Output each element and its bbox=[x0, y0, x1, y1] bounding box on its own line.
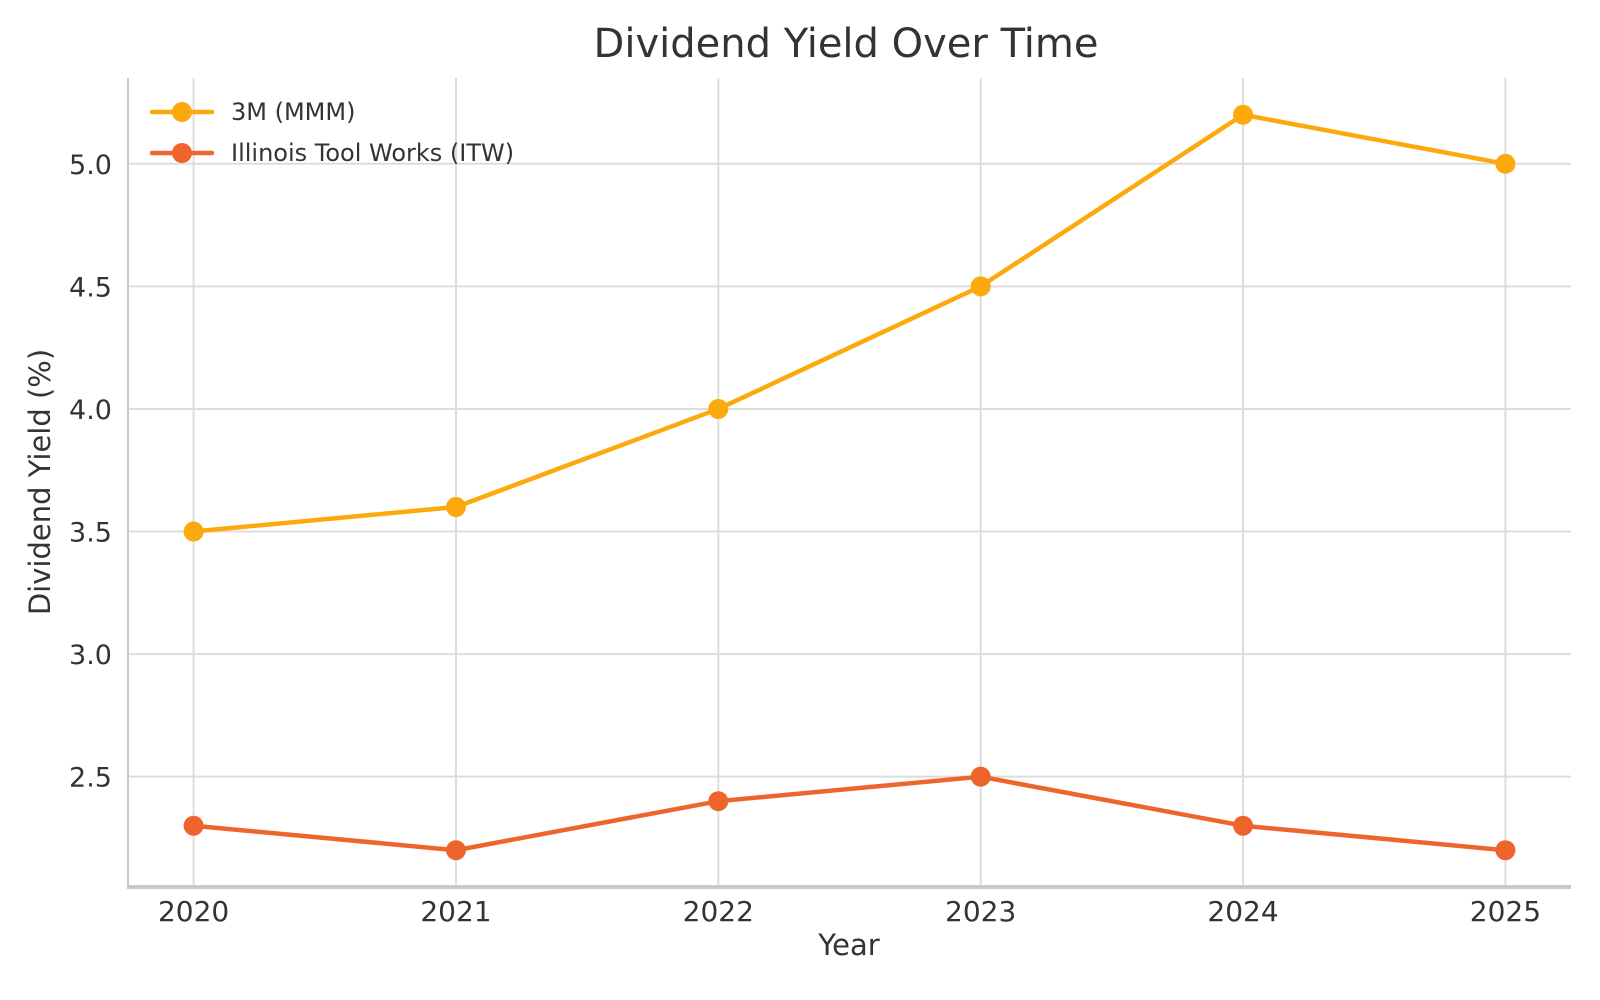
legend-marker-mmm bbox=[150, 101, 214, 122]
data-point-series-1 bbox=[1233, 815, 1254, 836]
series-line-0 bbox=[191, 112, 1508, 534]
y-axis-label: Dividend Yield (%) bbox=[23, 348, 57, 616]
x-tick-label: 2022 bbox=[683, 895, 754, 928]
legend-dot-icon bbox=[172, 101, 192, 122]
x-tick-label: 2020 bbox=[158, 895, 229, 928]
data-point-series-1 bbox=[183, 815, 204, 836]
data-point-series-1 bbox=[445, 840, 466, 861]
y-tick-label: 5.0 bbox=[69, 150, 112, 181]
data-point-series-0 bbox=[183, 521, 204, 542]
series-line-1 bbox=[191, 774, 1508, 853]
data-point-series-1 bbox=[1495, 840, 1516, 861]
data-point-series-0 bbox=[445, 497, 466, 518]
x-tick-label: 2024 bbox=[1207, 895, 1278, 928]
legend-item-mmm: 3M (MMM) bbox=[150, 91, 514, 132]
legend: 3M (MMM) Illinois Tool Works (ITW) bbox=[150, 91, 514, 173]
legend-dot-icon bbox=[172, 142, 192, 163]
data-point-series-0 bbox=[1233, 104, 1254, 125]
x-axis-label: Year bbox=[818, 928, 880, 962]
data-point-series-1 bbox=[970, 766, 991, 787]
data-point-series-0 bbox=[708, 398, 729, 419]
legend-label-itw: Illinois Tool Works (ITW) bbox=[231, 138, 515, 167]
y-tick-label: 4.5 bbox=[69, 272, 112, 303]
legend-item-itw: Illinois Tool Works (ITW) bbox=[150, 132, 514, 173]
x-tick-label: 2023 bbox=[945, 895, 1016, 928]
y-tick-label: 3.5 bbox=[69, 518, 112, 549]
chart-title: Dividend Yield Over Time bbox=[593, 21, 1099, 67]
y-tick-label: 3.0 bbox=[69, 640, 112, 671]
legend-label-mmm: 3M (MMM) bbox=[231, 97, 356, 126]
data-point-series-0 bbox=[1495, 153, 1516, 174]
y-tick-label: 4.0 bbox=[69, 395, 112, 426]
data-point-series-0 bbox=[970, 276, 991, 297]
legend-marker-itw bbox=[150, 142, 214, 163]
x-tick-label: 2025 bbox=[1470, 895, 1541, 928]
data-point-series-1 bbox=[708, 791, 729, 812]
x-tick-label: 2021 bbox=[420, 895, 491, 928]
y-tick-label: 2.5 bbox=[69, 763, 112, 794]
